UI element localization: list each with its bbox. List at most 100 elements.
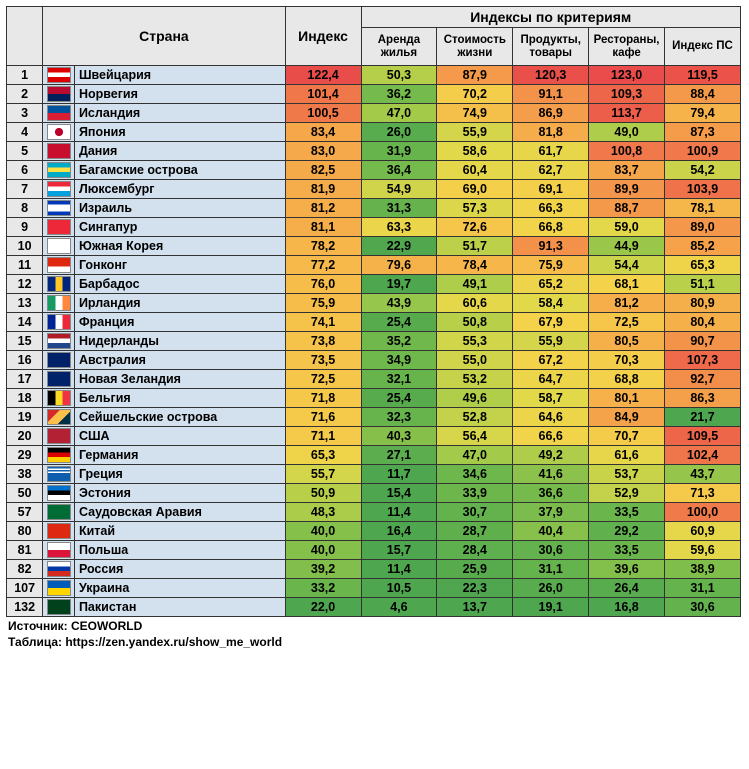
value-cell: 68,8: [589, 370, 665, 389]
value-cell: 25,4: [361, 389, 437, 408]
value-cell: 75,9: [513, 256, 589, 275]
value-cell: 50,3: [361, 66, 437, 85]
value-cell: 80,4: [665, 313, 741, 332]
value-cell: 87,9: [437, 66, 513, 85]
value-cell: 31,9: [361, 142, 437, 161]
table-row: 81Польша40,015,728,430,633,559,6: [7, 541, 741, 560]
country-cell: Япония: [74, 123, 285, 142]
rank-cell: 80: [7, 522, 43, 541]
value-cell: 47,0: [361, 104, 437, 123]
rank-cell: 7: [7, 180, 43, 199]
value-cell: 81,9: [285, 180, 361, 199]
value-cell: 71,1: [285, 427, 361, 446]
value-cell: 49,2: [513, 446, 589, 465]
country-cell: Люксембург: [74, 180, 285, 199]
value-cell: 51,7: [437, 237, 513, 256]
value-cell: 21,7: [665, 408, 741, 427]
value-cell: 11,4: [361, 503, 437, 522]
flag-cell: [43, 275, 75, 294]
cost-of-living-table: Страна Индекс Индексы по критериям Аренд…: [6, 6, 741, 617]
value-cell: 69,1: [513, 180, 589, 199]
value-cell: 55,9: [437, 123, 513, 142]
value-cell: 10,5: [361, 579, 437, 598]
value-cell: 58,7: [513, 389, 589, 408]
rank-cell: 107: [7, 579, 43, 598]
flag-cell: [43, 294, 75, 313]
flag-cell: [43, 389, 75, 408]
value-cell: 25,9: [437, 560, 513, 579]
value-cell: 68,1: [589, 275, 665, 294]
value-cell: 16,4: [361, 522, 437, 541]
value-cell: 65,3: [285, 446, 361, 465]
value-cell: 62,7: [513, 161, 589, 180]
table-row: 17Новая Зеландия72,532,153,264,768,892,7: [7, 370, 741, 389]
value-cell: 74,1: [285, 313, 361, 332]
rank-cell: 50: [7, 484, 43, 503]
rank-cell: 16: [7, 351, 43, 370]
rank-cell: 10: [7, 237, 43, 256]
value-cell: 73,5: [285, 351, 361, 370]
value-cell: 76,0: [285, 275, 361, 294]
value-cell: 50,9: [285, 484, 361, 503]
rank-cell: 9: [7, 218, 43, 237]
cost-header: Стоимость жизни: [437, 28, 513, 66]
table-row: 12Барбадос76,019,749,165,268,151,1: [7, 275, 741, 294]
value-cell: 71,8: [285, 389, 361, 408]
flag-cell: [43, 332, 75, 351]
value-cell: 92,7: [665, 370, 741, 389]
value-cell: 78,1: [665, 199, 741, 218]
table-row: 9Сингапур81,163,372,666,859,089,0: [7, 218, 741, 237]
value-cell: 33,5: [589, 541, 665, 560]
flag-cell: [43, 104, 75, 123]
value-cell: 33,9: [437, 484, 513, 503]
flag-cell: [43, 85, 75, 104]
value-cell: 36,6: [513, 484, 589, 503]
rank-cell: 8: [7, 199, 43, 218]
rank-cell: 5: [7, 142, 43, 161]
value-cell: 41,6: [513, 465, 589, 484]
country-cell: Ирландия: [74, 294, 285, 313]
value-cell: 65,2: [513, 275, 589, 294]
value-cell: 100,9: [665, 142, 741, 161]
value-cell: 66,8: [513, 218, 589, 237]
country-cell: Эстония: [74, 484, 285, 503]
value-cell: 83,4: [285, 123, 361, 142]
value-cell: 13,7: [437, 598, 513, 617]
value-cell: 123,0: [589, 66, 665, 85]
value-cell: 72,6: [437, 218, 513, 237]
value-cell: 39,2: [285, 560, 361, 579]
value-cell: 89,9: [589, 180, 665, 199]
flag-cell: [43, 484, 75, 503]
value-cell: 103,9: [665, 180, 741, 199]
flag-cell: [43, 123, 75, 142]
rank-cell: 12: [7, 275, 43, 294]
value-cell: 19,7: [361, 275, 437, 294]
table-row: 82Россия39,211,425,931,139,638,9: [7, 560, 741, 579]
table-row: 3Исландия100,547,074,986,9113,779,4: [7, 104, 741, 123]
country-cell: Барбадос: [74, 275, 285, 294]
value-cell: 25,4: [361, 313, 437, 332]
value-cell: 49,6: [437, 389, 513, 408]
value-cell: 34,6: [437, 465, 513, 484]
value-cell: 65,3: [665, 256, 741, 275]
flag-cell: [43, 408, 75, 427]
country-cell: Южная Корея: [74, 237, 285, 256]
flag-cell: [43, 427, 75, 446]
value-cell: 56,4: [437, 427, 513, 446]
country-header: Страна: [43, 7, 285, 66]
value-cell: 66,6: [513, 427, 589, 446]
value-cell: 31,3: [361, 199, 437, 218]
value-cell: 78,4: [437, 256, 513, 275]
value-cell: 29,2: [589, 522, 665, 541]
value-cell: 82,5: [285, 161, 361, 180]
country-cell: Украина: [74, 579, 285, 598]
rank-cell: 20: [7, 427, 43, 446]
country-cell: Франция: [74, 313, 285, 332]
value-cell: 81,1: [285, 218, 361, 237]
value-cell: 54,2: [665, 161, 741, 180]
flag-cell: [43, 218, 75, 237]
table-row: 2Норвегия101,436,270,291,1109,388,4: [7, 85, 741, 104]
value-cell: 64,6: [513, 408, 589, 427]
value-cell: 59,0: [589, 218, 665, 237]
value-cell: 86,9: [513, 104, 589, 123]
